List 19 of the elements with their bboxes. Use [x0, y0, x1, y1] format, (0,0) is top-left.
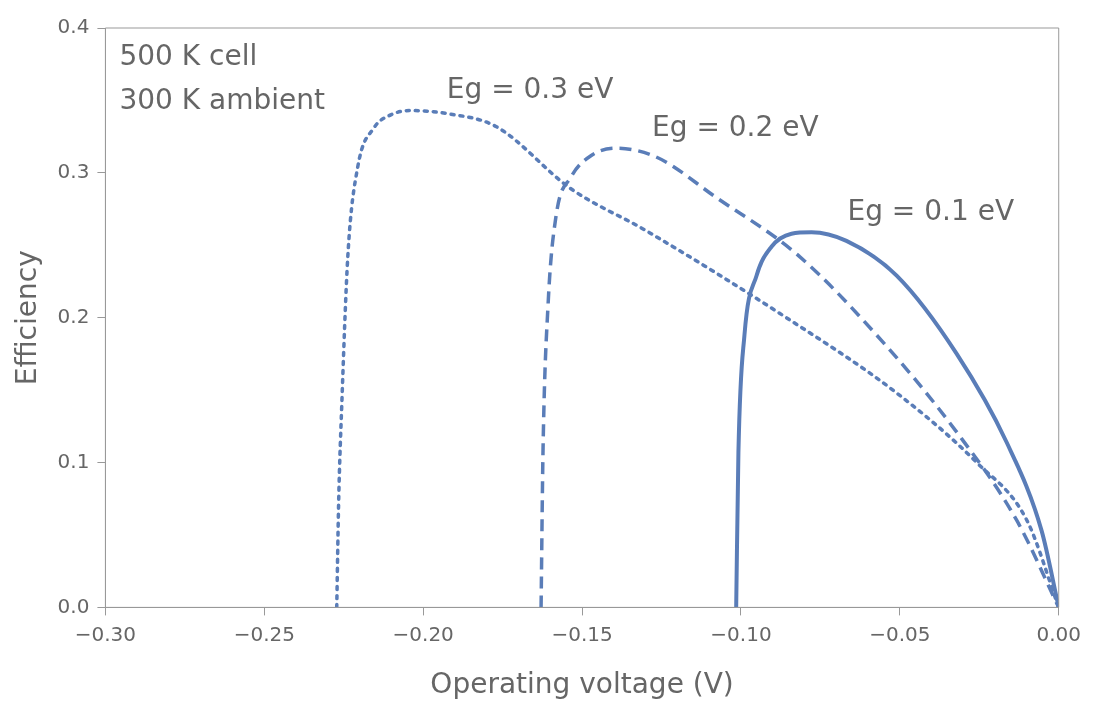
annotation: 500 K cell	[119, 39, 258, 73]
y-tick-label: 0.3	[57, 159, 90, 184]
y-tick-label: 0.4	[57, 14, 90, 39]
y-tick-label: 0.0	[57, 593, 90, 618]
x-tick-label: −0.20	[392, 621, 454, 646]
series-label: Eg = 0.3 eV	[446, 71, 614, 105]
y-tick-label: 0.2	[57, 303, 90, 328]
annotation: 300 K ambient	[119, 83, 325, 117]
series-label: Eg = 0.2 eV	[652, 109, 819, 143]
x-tick-label: −0.05	[869, 621, 931, 646]
y-tick-label: 0.1	[57, 448, 90, 473]
x-tick-label: −0.10	[710, 621, 772, 646]
x-tick-label: −0.15	[551, 621, 613, 646]
x-tick-label: −0.30	[74, 621, 137, 646]
x-tick-label: 0.00	[1036, 621, 1081, 646]
x-axis-title: Operating voltage (V)	[430, 667, 734, 701]
y-axis-title: Efficiency	[10, 250, 44, 386]
series-label: Eg = 0.1 eV	[847, 193, 1015, 227]
x-tick-label: −0.25	[233, 621, 295, 646]
